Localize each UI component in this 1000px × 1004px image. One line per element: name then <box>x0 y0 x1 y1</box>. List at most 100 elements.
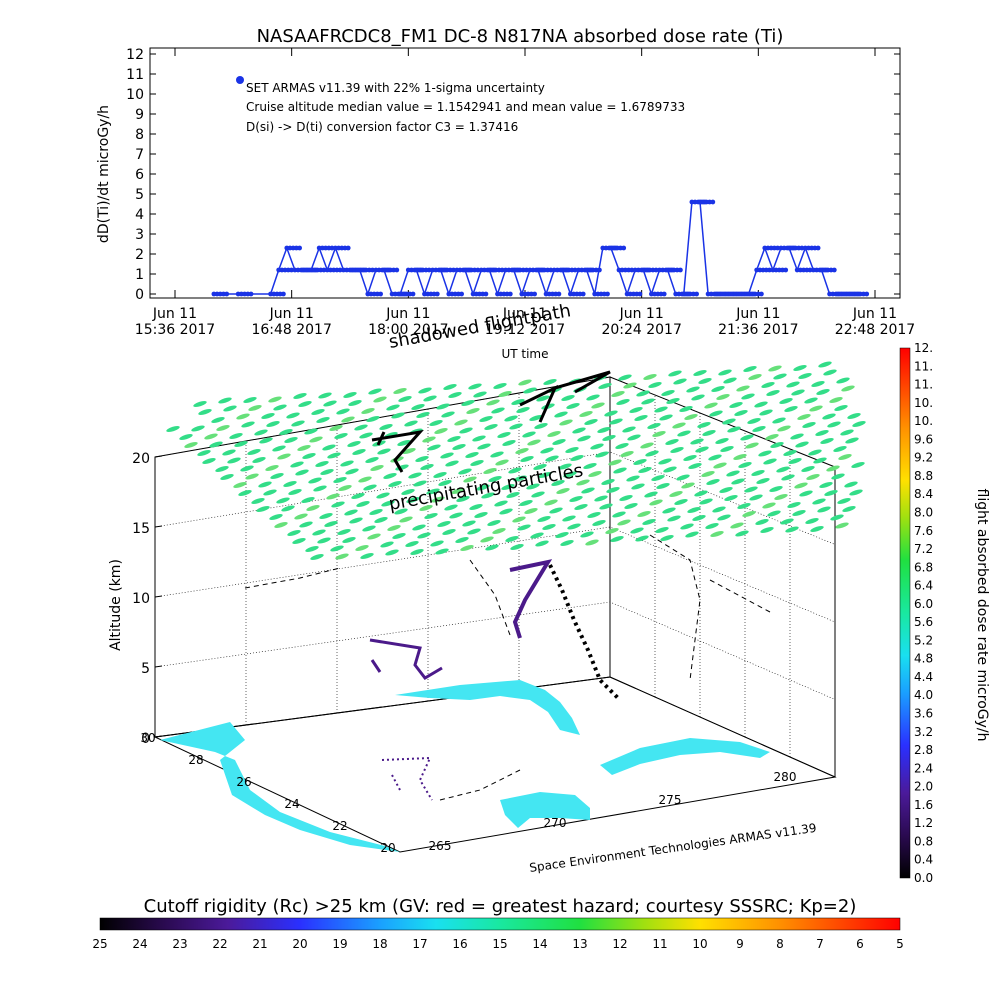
dose-rate-point <box>532 291 537 297</box>
particle-cloud-dash <box>590 443 604 450</box>
particle-cloud-dash <box>681 482 695 489</box>
dose-rate-point <box>524 267 529 273</box>
top-x-tick-line2: 20:24 2017 <box>601 322 681 338</box>
particle-cloud-dash <box>530 532 544 539</box>
altitude-tick-mark <box>154 595 163 598</box>
particle-cloud-dash <box>448 391 462 399</box>
particle-cloud-dash <box>745 442 759 449</box>
latitude-tick-label: 28 <box>188 753 203 767</box>
dose-rate-point <box>621 245 627 251</box>
land-gulf-coast <box>160 722 400 852</box>
particle-cloud-dash <box>684 413 698 421</box>
particle-cloud-dash <box>712 506 726 513</box>
longitude-ticks: 265 270 275 280 <box>429 770 797 853</box>
particle-cloud-dash <box>849 489 863 496</box>
altitude-tick-mark <box>154 525 163 528</box>
particle-cloud-dash <box>211 416 225 424</box>
particle-cloud-dash <box>768 365 782 372</box>
particle-cloud-dash <box>444 504 458 511</box>
particle-cloud-dash <box>337 528 351 536</box>
particle-cloud-dash <box>341 416 355 423</box>
particle-cloud-dash <box>385 549 399 556</box>
particle-cloud-dash <box>586 394 600 401</box>
particle-cloud-dash <box>269 513 283 521</box>
particle-cloud-dash <box>809 405 823 412</box>
flight-path-floor-shadow <box>381 756 433 801</box>
particle-cloud-dash <box>670 446 684 454</box>
particle-cloud-dash <box>274 521 288 529</box>
dose-rate-point <box>629 267 635 273</box>
dose-rate-colorbar-tick: 5.6 <box>914 615 933 629</box>
dose-rate-colorbar-tick: 0.8 <box>914 834 933 848</box>
top-x-tick-line1: Jun 11 <box>735 306 780 322</box>
particle-cloud-dash <box>538 471 552 479</box>
particle-cloud-dash <box>830 514 844 521</box>
particle-cloud-dash <box>437 520 451 528</box>
top-x-tick-line1: Jun 11 <box>385 306 430 322</box>
particle-cloud-dash <box>534 422 548 430</box>
longitude-tick-label: 265 <box>429 839 452 853</box>
particle-cloud-dash <box>833 445 847 453</box>
particle-cloud-dash <box>344 509 358 516</box>
particle-cloud-dash <box>423 395 437 402</box>
particle-cloud-dash <box>527 439 541 446</box>
cutoff-rigidity-tick: 9 <box>736 937 744 951</box>
dose-rate-colorbar-tick: 9.6 <box>914 432 933 446</box>
particle-cloud-dash <box>460 544 474 552</box>
particle-cloud-dash <box>454 419 468 426</box>
particle-cloud-dash <box>441 411 455 418</box>
particle-cloud-dash <box>799 490 813 497</box>
particle-cloud-dash <box>709 410 723 417</box>
particle-cloud-dash <box>499 508 513 515</box>
particle-cloud-dash <box>783 449 797 457</box>
flight-path-low <box>369 638 443 680</box>
particle-cloud-dash <box>730 522 744 529</box>
particle-cloud-dash <box>679 405 693 413</box>
dose-rate-colorbar-fill <box>899 347 911 879</box>
dose-rate-colorbar-tick: 4.0 <box>914 688 933 702</box>
particle-cloud-dash <box>338 484 352 492</box>
top-x-tick-line2: 22:48 2017 <box>835 322 915 338</box>
particle-cloud-dash <box>531 491 545 498</box>
dose-rate-colorbar-tick: 8.8 <box>914 469 933 483</box>
dose-rate-colorbar-tick: 6.4 <box>914 579 933 593</box>
particle-cloud-dash <box>381 500 395 507</box>
cutoff-rigidity-tick: 16 <box>452 937 467 951</box>
cutoff-rigidity-tick: 17 <box>412 937 427 951</box>
particle-cloud-dash <box>754 401 768 408</box>
top-y-tick-label: 8 <box>135 127 144 143</box>
particle-cloud-dash <box>322 444 336 451</box>
particle-cloud-dash <box>742 510 756 518</box>
top-y-axis-label: dD(Ti)/dt microGy/h <box>96 105 112 243</box>
particle-cloud-dash <box>647 422 661 430</box>
particle-cloud-dash <box>827 421 841 428</box>
particle-cloud-dash <box>456 495 470 503</box>
particle-cloud-dash <box>792 509 806 517</box>
particle-cloud-dash <box>667 515 681 522</box>
particle-cloud-dash <box>619 494 633 502</box>
particle-cloud-dash <box>838 453 852 461</box>
particle-cloud-dash <box>492 527 506 535</box>
particle-cloud-dash <box>797 413 811 421</box>
particle-cloud-dash <box>835 522 849 529</box>
particle-cloud-dash <box>847 412 861 420</box>
legend-line-1: SET ARMAS v11.39 with 22% 1-sigma uncert… <box>246 81 545 95</box>
particle-cloud-dash <box>570 454 584 462</box>
particle-cloud-dash <box>751 469 765 477</box>
particle-cloud-dash <box>301 496 315 504</box>
particle-cloud-dash <box>806 473 820 481</box>
dose-rate-point <box>783 267 789 273</box>
particle-cloud-dash <box>386 404 400 411</box>
particle-cloud-dash <box>592 519 606 527</box>
particle-cloud-dash <box>374 516 388 524</box>
particle-cloud-dash <box>416 411 430 419</box>
particle-cloud-dash <box>251 497 265 505</box>
particle-cloud-dash <box>481 492 495 499</box>
particle-cloud-dash <box>615 442 629 450</box>
particle-cloud-dash <box>794 482 808 489</box>
particle-cloud-dash <box>554 411 568 418</box>
particle-cloud-dash <box>258 481 272 488</box>
particle-cloud-dash <box>661 389 675 397</box>
particle-cloud-dash <box>631 483 645 490</box>
particle-cloud-dash <box>359 432 373 439</box>
